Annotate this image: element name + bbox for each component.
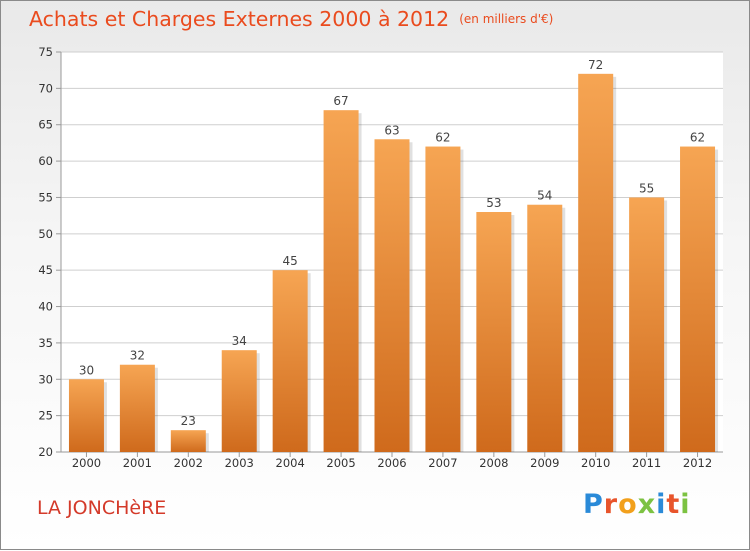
y-tick-label: 35 — [38, 336, 53, 350]
logo-letter: i — [680, 489, 691, 520]
data-label: 62 — [435, 131, 450, 145]
x-tick-label: 2006 — [377, 456, 406, 470]
y-tick-label: 45 — [38, 263, 53, 277]
x-tick-label: 2000 — [72, 456, 101, 470]
y-tick-label: 40 — [38, 300, 53, 314]
town-name: LA JONCHèRE — [37, 497, 167, 519]
bar — [425, 146, 461, 452]
chart-subtitle: (en milliers d'€) — [459, 12, 554, 26]
bar — [680, 146, 716, 452]
bar — [221, 350, 257, 452]
data-label: 53 — [486, 196, 501, 210]
x-tick-label: 2009 — [530, 456, 559, 470]
bar — [119, 364, 155, 452]
logo-letter: x — [637, 489, 657, 520]
bar — [272, 270, 308, 452]
y-tick-label: 75 — [38, 45, 53, 59]
chart-title: Achats et Charges Externes 2000 à 2012 (e… — [29, 7, 553, 31]
logo-letter: i — [656, 489, 667, 520]
x-tick-label: 2003 — [225, 456, 254, 470]
y-tick-label: 20 — [38, 445, 53, 459]
y-tick-label: 55 — [38, 190, 53, 204]
data-label: 67 — [333, 94, 348, 108]
bar — [323, 110, 359, 452]
y-tick-label: 60 — [38, 154, 53, 168]
y-tick-label: 50 — [38, 227, 53, 241]
x-tick-label: 2011 — [632, 456, 661, 470]
bar — [578, 73, 614, 453]
x-tick-label: 2002 — [174, 456, 203, 470]
data-label: 23 — [181, 414, 196, 428]
data-label: 32 — [130, 349, 145, 363]
y-tick-label: 30 — [38, 372, 53, 386]
y-tick-label: 65 — [38, 118, 53, 132]
logo-letter: o — [618, 489, 638, 520]
data-label: 54 — [537, 189, 552, 203]
bar — [170, 430, 206, 452]
bar — [629, 197, 665, 452]
x-tick-label: 2008 — [479, 456, 508, 470]
x-tick-label: 2007 — [428, 456, 457, 470]
data-label: 72 — [588, 58, 603, 72]
data-label: 45 — [283, 254, 298, 268]
data-label: 30 — [79, 363, 94, 377]
logo-letter: r — [603, 489, 619, 520]
data-label: 62 — [690, 131, 705, 145]
data-label: 55 — [639, 181, 654, 195]
bar — [476, 212, 512, 452]
bar — [68, 379, 104, 452]
y-tick-label: 25 — [38, 409, 53, 423]
bar — [374, 139, 410, 453]
data-label: 34 — [232, 334, 247, 348]
x-tick-label: 2012 — [683, 456, 712, 470]
data-label: 63 — [384, 123, 399, 137]
x-tick-label: 2001 — [123, 456, 152, 470]
x-tick-label: 2004 — [276, 456, 305, 470]
chart-title-text: Achats et Charges Externes 2000 à 2012 — [29, 7, 450, 31]
bar — [527, 204, 563, 452]
y-tick-label: 70 — [38, 81, 53, 95]
logo-letter: P — [583, 489, 604, 520]
logo-letter: t — [666, 489, 681, 520]
proxiti-logo: Proxiti — [583, 489, 691, 520]
x-tick-label: 2010 — [581, 456, 610, 470]
x-tick-label: 2005 — [326, 456, 355, 470]
